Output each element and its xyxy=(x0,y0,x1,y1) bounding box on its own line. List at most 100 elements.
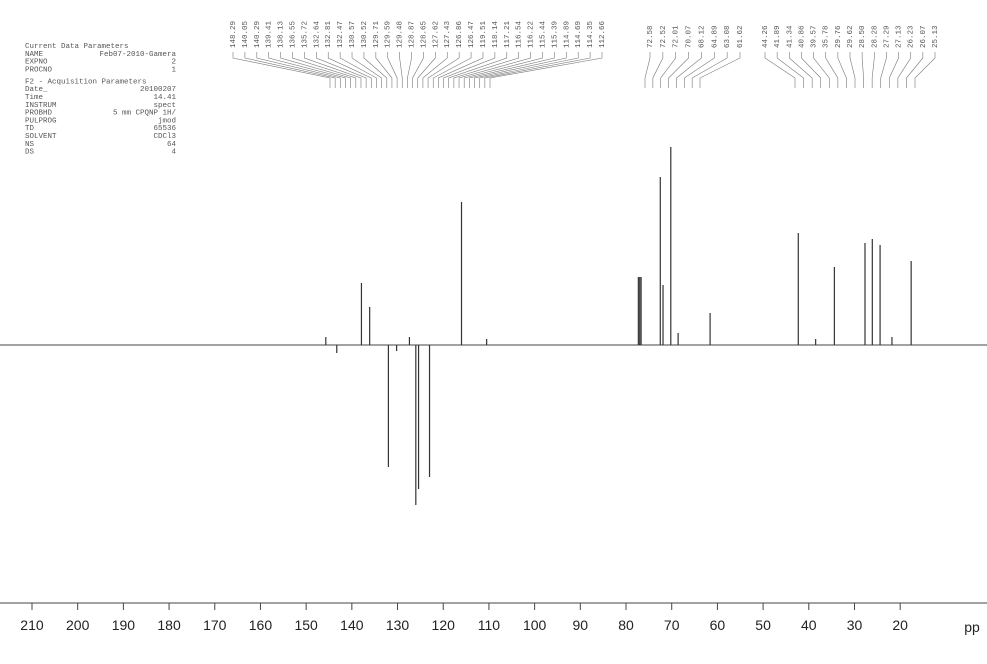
peak-label: 127.62 xyxy=(432,21,440,48)
x-tick-label: 20 xyxy=(892,617,908,633)
leader xyxy=(232,52,331,88)
peak-label: 126.86 xyxy=(456,20,464,48)
leader xyxy=(443,52,496,88)
leader xyxy=(280,52,351,88)
x-tick-label: 70 xyxy=(664,617,680,633)
peak-label: 130.57 xyxy=(349,21,357,48)
x-tick-label: 90 xyxy=(573,617,589,633)
leader xyxy=(268,52,346,88)
peak-label: 132.47 xyxy=(337,21,345,48)
leader xyxy=(683,52,715,88)
peak-label: 129.59 xyxy=(385,21,393,48)
peak-label: 129.71 xyxy=(373,20,381,48)
leader xyxy=(304,52,362,88)
peak-label: 25.13 xyxy=(932,25,940,48)
param-key: NAME xyxy=(25,51,44,59)
x-tick-label: 80 xyxy=(618,617,634,633)
leader xyxy=(484,52,591,88)
param-key: PROCNO xyxy=(25,66,53,74)
leader xyxy=(691,52,728,88)
x-tick-label: 150 xyxy=(294,617,318,633)
param-key: Date_ xyxy=(25,86,48,94)
peak-label: 115.44 xyxy=(539,20,547,48)
leader xyxy=(897,52,912,88)
param-key: TD xyxy=(25,125,35,133)
param-key: DS xyxy=(25,149,35,157)
x-tick-label: 190 xyxy=(112,617,136,633)
param-value: 4 xyxy=(171,149,176,157)
leader xyxy=(244,52,336,88)
leader xyxy=(375,52,393,88)
leader xyxy=(463,52,543,88)
x-tick-label: 180 xyxy=(157,617,181,633)
peak-label: 128.87 xyxy=(409,21,417,48)
leader xyxy=(788,52,813,88)
peak-label: 114.35 xyxy=(587,20,595,48)
leader xyxy=(453,52,519,88)
peak-label: 136.55 xyxy=(290,20,298,48)
leader xyxy=(438,52,484,88)
param-title: F2 - Acquisition Parameters xyxy=(25,78,147,86)
param-key: EXPNO xyxy=(25,59,48,67)
peak-label: 115.39 xyxy=(551,21,559,48)
peak-label: 28.50 xyxy=(859,25,867,48)
peak-label: 129.48 xyxy=(397,21,405,48)
peak-label: 148.29 xyxy=(230,21,238,48)
param-key: PROBHD xyxy=(25,110,53,118)
peak-label: 72.01 xyxy=(673,25,681,48)
peak-label: 132.64 xyxy=(313,20,321,48)
leader xyxy=(849,52,856,88)
param-title: Current Data Parameters xyxy=(25,43,129,51)
leader xyxy=(914,52,936,88)
peak-label: 140.05 xyxy=(242,20,250,48)
peak-label: 64.89 xyxy=(711,25,719,48)
param-value: CDCl3 xyxy=(153,133,176,141)
x-tick-label: 160 xyxy=(249,617,273,633)
param-value: 14.41 xyxy=(153,94,176,102)
param-key: INSTRUM xyxy=(25,102,57,110)
peak-label: 28.28 xyxy=(871,25,879,48)
leader xyxy=(871,52,875,88)
x-axis-label: pp xyxy=(964,619,980,635)
x-tick-label: 110 xyxy=(478,617,501,633)
peak-label: 39.57 xyxy=(811,25,819,48)
leader xyxy=(256,52,341,88)
param-value: jmod xyxy=(158,117,176,125)
x-tick-label: 130 xyxy=(386,617,410,633)
leader xyxy=(474,52,567,88)
leader xyxy=(660,52,677,88)
x-tick-label: 30 xyxy=(847,617,863,633)
param-key: PULPROG xyxy=(25,117,57,125)
peak-label: 68.12 xyxy=(698,25,706,48)
leader xyxy=(861,52,864,88)
leader xyxy=(801,52,822,88)
leader xyxy=(458,52,531,88)
leader xyxy=(699,52,741,88)
peak-label: 140.29 xyxy=(254,21,262,48)
peak-label: 116.54 xyxy=(516,20,524,48)
peak-label: 130.52 xyxy=(361,21,369,48)
peak-label: 117.21 xyxy=(504,20,512,48)
peak-label: 127.43 xyxy=(444,20,452,48)
peak-label: 41.34 xyxy=(786,25,794,48)
param-key: Time xyxy=(25,94,43,102)
leader xyxy=(327,52,372,88)
peak-label: 126.47 xyxy=(468,21,476,48)
peak-label: 41.89 xyxy=(774,25,782,48)
leader xyxy=(652,52,664,88)
peak-label: 132.81 xyxy=(325,20,333,48)
leader xyxy=(825,52,839,88)
peak-label: 72.52 xyxy=(660,25,668,48)
param-value: 5 mm CPQNP 1H/ xyxy=(113,110,177,118)
leader xyxy=(387,52,398,88)
peak-label: 27.29 xyxy=(883,25,891,48)
leader xyxy=(407,52,412,88)
peak-label: 29.76 xyxy=(835,25,843,48)
leader xyxy=(422,52,448,88)
peak-label: 40.86 xyxy=(798,25,806,48)
param-key: NS xyxy=(25,141,35,149)
peak-label: 139.41 xyxy=(266,20,274,48)
leader xyxy=(644,52,651,88)
peak-label: 114.89 xyxy=(563,21,571,48)
